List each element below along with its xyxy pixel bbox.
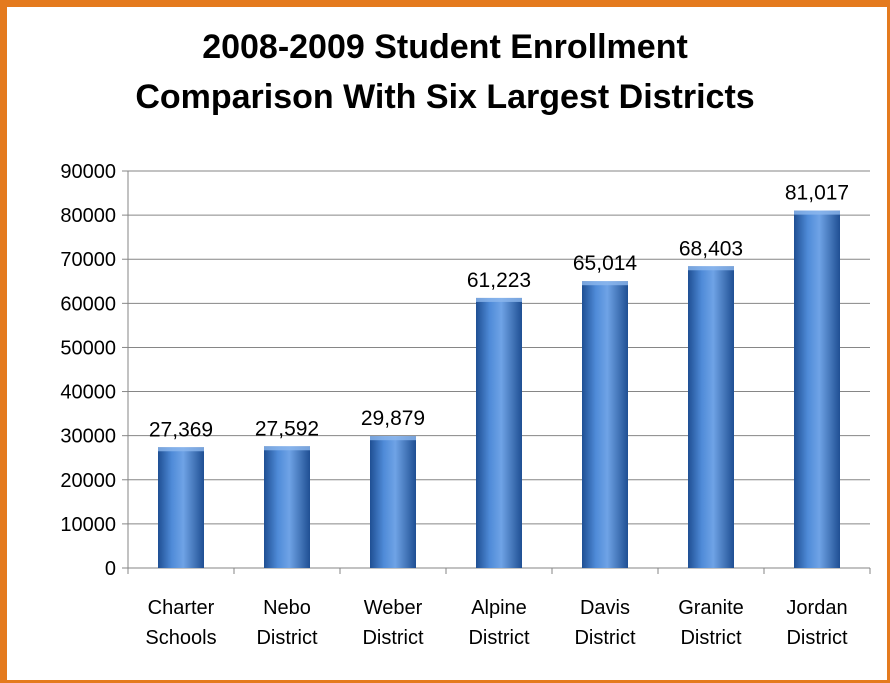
bar-top-highlight — [476, 298, 522, 302]
bar-group — [582, 281, 628, 568]
bar-group — [794, 211, 840, 568]
y-tick-label: 0 — [105, 558, 116, 580]
y-tick-label: 50000 — [60, 337, 116, 359]
y-tick-label: 40000 — [60, 382, 116, 404]
data-label: 81,017 — [785, 182, 849, 205]
bar-top-highlight — [582, 281, 628, 285]
bar-group — [264, 446, 310, 568]
x-tick-label: Davis — [580, 597, 630, 619]
x-tick-label: Granite — [678, 597, 744, 619]
bar — [794, 211, 840, 568]
x-tick-label: District — [362, 627, 424, 649]
bar-top-highlight — [794, 211, 840, 215]
bar — [370, 436, 416, 568]
x-tick-label: Weber — [364, 597, 423, 619]
data-label: 65,014 — [573, 252, 638, 275]
x-tick-label: Charter — [148, 597, 215, 619]
data-label: 61,223 — [467, 269, 531, 292]
bar-top-highlight — [264, 446, 310, 450]
x-tick-label: District — [574, 627, 636, 649]
y-tick-label: 60000 — [60, 293, 116, 315]
x-tick-label: District — [468, 627, 530, 649]
bar — [158, 447, 204, 568]
bar-group — [370, 436, 416, 568]
bar-group — [688, 266, 734, 568]
x-tick-label: District — [680, 627, 742, 649]
bar — [582, 281, 628, 568]
data-label: 27,592 — [255, 417, 319, 440]
bar-group — [476, 298, 522, 568]
data-label: 29,879 — [361, 407, 425, 430]
y-tick-label: 90000 — [60, 161, 116, 183]
y-tick-label: 10000 — [60, 514, 116, 536]
bar-top-highlight — [158, 447, 204, 451]
y-tick-label: 80000 — [60, 205, 116, 227]
y-tick-label: 70000 — [60, 249, 116, 271]
bar — [688, 266, 734, 568]
bar — [264, 446, 310, 568]
data-label: 68,403 — [679, 237, 743, 260]
x-tick-label: District — [786, 627, 848, 649]
bar-top-highlight — [688, 266, 734, 270]
y-tick-label: 30000 — [60, 426, 116, 448]
bar — [476, 298, 522, 568]
x-tick-label: Schools — [145, 627, 216, 649]
bar-group — [158, 447, 204, 568]
x-tick-label: District — [256, 627, 318, 649]
x-tick-label: Alpine — [471, 597, 527, 619]
bar-top-highlight — [370, 436, 416, 440]
bars — [158, 211, 840, 568]
y-tick-label: 20000 — [60, 470, 116, 492]
x-tick-label: Jordan — [786, 597, 847, 619]
x-tick-label: Nebo — [263, 597, 311, 619]
data-label: 27,369 — [149, 418, 213, 441]
